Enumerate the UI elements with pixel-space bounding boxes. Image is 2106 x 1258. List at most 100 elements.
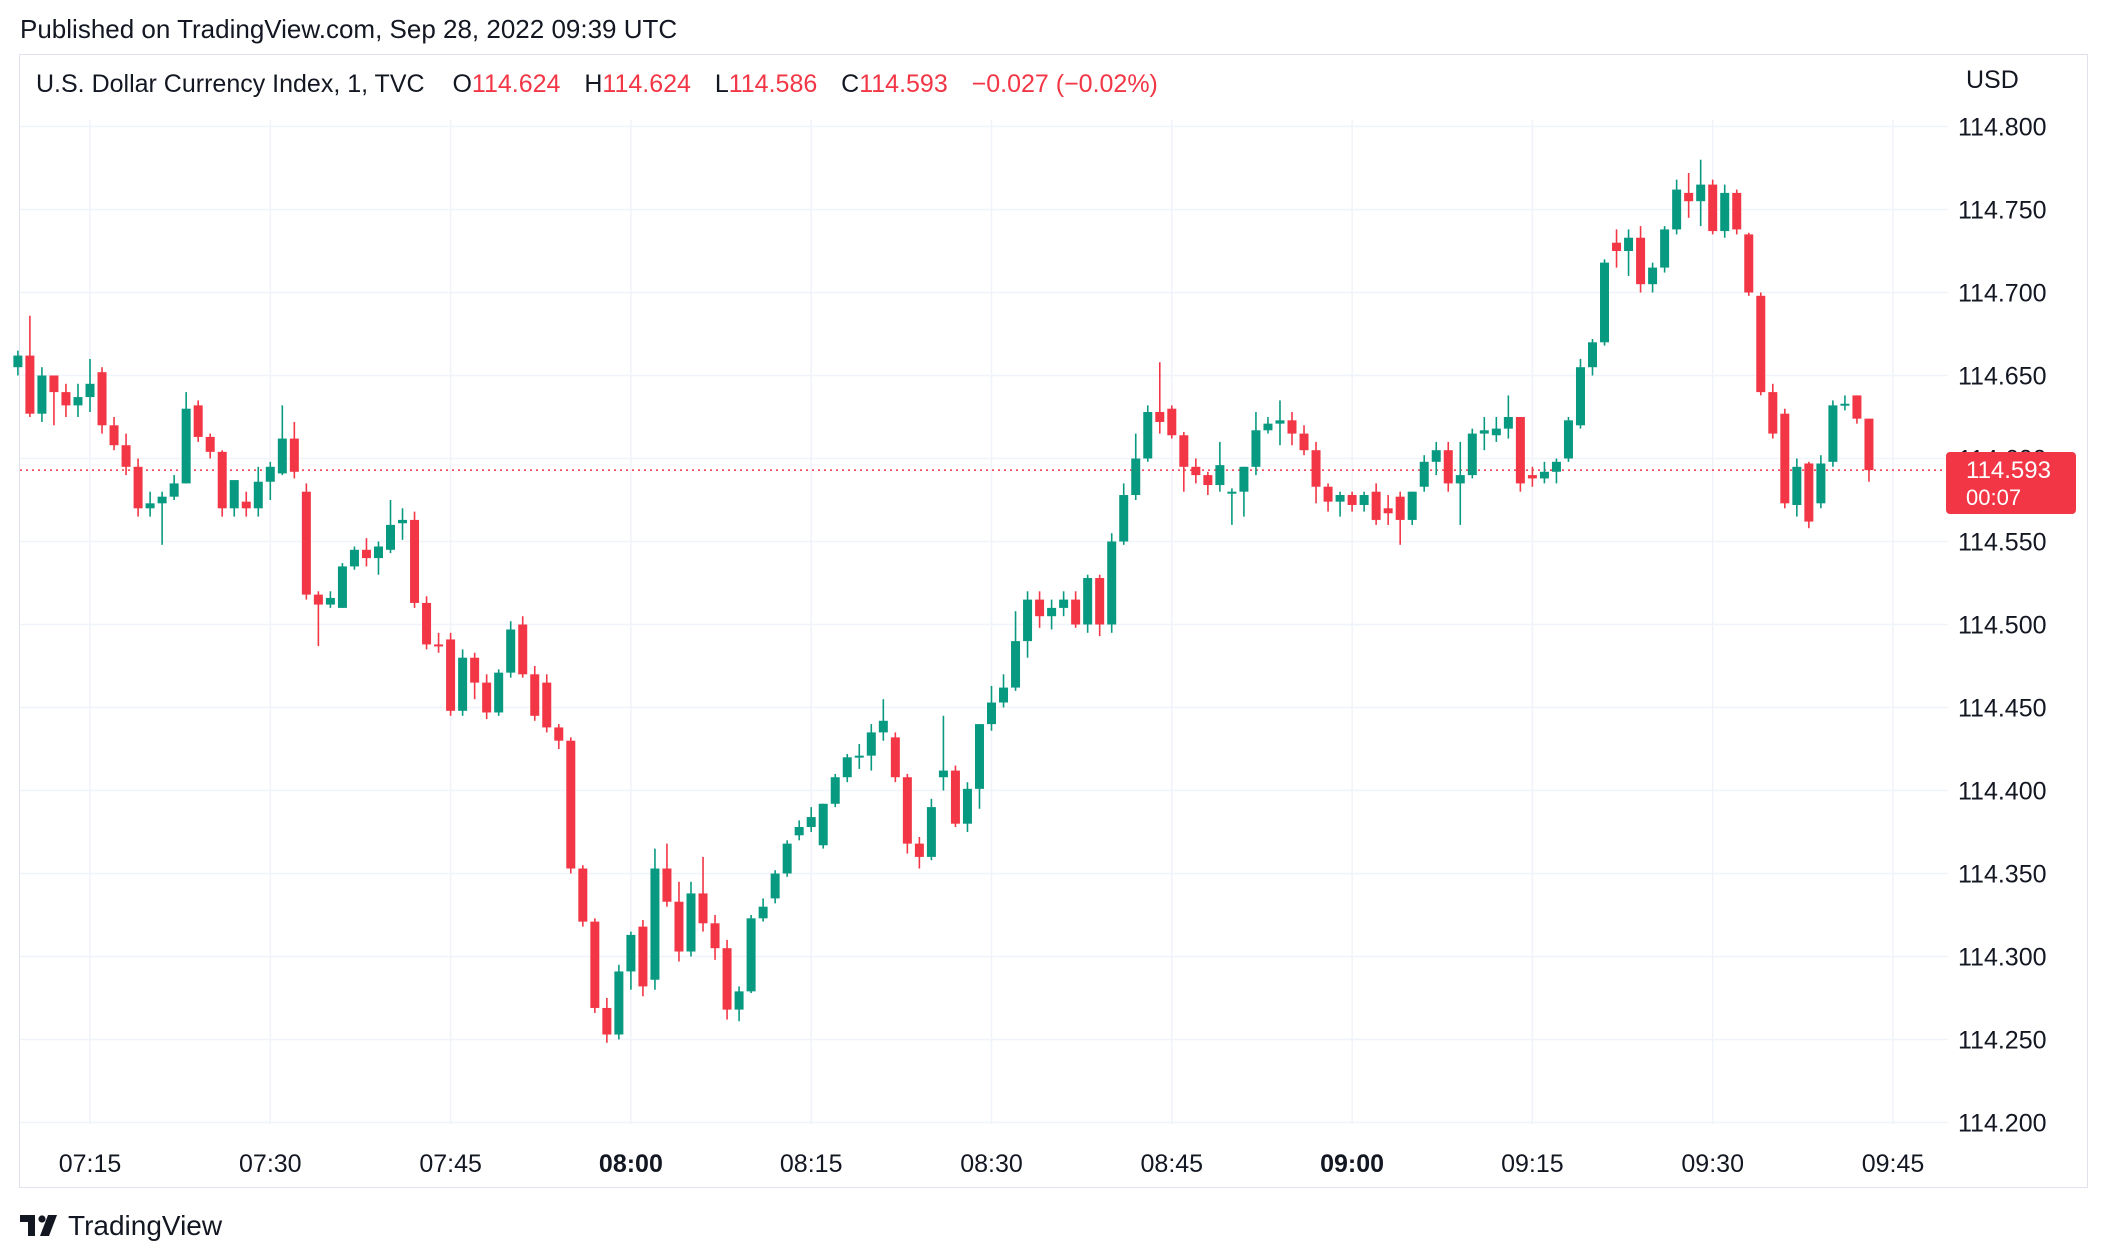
candle-up[interactable] [1047, 607, 1057, 617]
candle-up[interactable] [734, 991, 744, 1010]
candle-up[interactable] [770, 873, 780, 899]
candle-up[interactable] [758, 906, 768, 919]
candle-up[interactable] [999, 687, 1009, 703]
candle-up[interactable] [458, 657, 468, 711]
candle-down[interactable] [1443, 450, 1453, 484]
candle-up[interactable] [1083, 578, 1093, 625]
candle-up[interactable] [1239, 466, 1249, 492]
candle-down[interactable] [313, 594, 323, 605]
candle-up[interactable] [1275, 420, 1285, 424]
candle-up[interactable] [1816, 463, 1826, 504]
candle-up[interactable] [1479, 430, 1489, 434]
candle-up[interactable] [386, 524, 395, 550]
candle-down[interactable] [902, 777, 912, 844]
candle-down[interactable] [602, 1007, 612, 1035]
candle-down[interactable] [1371, 491, 1381, 520]
candle-up[interactable] [373, 546, 383, 559]
candle-up[interactable] [878, 720, 888, 733]
candle-up[interactable] [1107, 541, 1117, 625]
candle-down[interactable] [1515, 417, 1525, 484]
candle-down[interactable] [1780, 413, 1790, 504]
candle-up[interactable] [686, 893, 696, 952]
candle-down[interactable] [1155, 412, 1165, 422]
candle-down[interactable] [1311, 450, 1321, 487]
candle-up[interactable] [506, 629, 516, 673]
candle-up[interactable] [794, 827, 804, 836]
candle-up[interactable] [277, 438, 287, 474]
candle-up[interactable] [1335, 495, 1345, 502]
candle-up[interactable] [1828, 405, 1838, 462]
candle-up[interactable] [1251, 430, 1261, 467]
candle-down[interactable] [1708, 184, 1718, 232]
candle-up[interactable] [1696, 184, 1706, 202]
candle-down[interactable] [109, 425, 119, 446]
candle-down[interactable] [1756, 295, 1766, 393]
candle-up[interactable] [1672, 189, 1682, 230]
candle-down[interactable] [1035, 599, 1045, 617]
candle-up[interactable] [157, 496, 167, 504]
candle-down[interactable] [890, 737, 900, 778]
candle-up[interactable] [1023, 599, 1033, 642]
candle-up[interactable] [626, 934, 636, 972]
candle-down[interactable] [530, 674, 540, 716]
candle-down[interactable] [470, 657, 480, 683]
candle-down[interactable] [1287, 420, 1297, 434]
candle-down[interactable] [590, 921, 600, 1008]
candle-down[interactable] [241, 501, 251, 509]
candle-down[interactable] [914, 843, 924, 857]
candle-down[interactable] [1071, 599, 1081, 625]
candle-down[interactable] [1527, 475, 1537, 479]
candle-down[interactable] [1167, 408, 1177, 436]
candle-up[interactable] [974, 724, 984, 789]
candle-down[interactable] [1684, 192, 1694, 202]
candle-up[interactable] [1624, 237, 1634, 251]
candle-up[interactable] [1588, 342, 1597, 368]
candle-up[interactable] [1407, 491, 1417, 520]
candle-up[interactable] [1491, 428, 1501, 436]
candle-down[interactable] [1191, 466, 1201, 476]
candle-down[interactable] [25, 355, 35, 414]
candle-up[interactable] [1059, 599, 1069, 608]
candle-up[interactable] [854, 755, 864, 758]
candle-up[interactable] [830, 777, 840, 804]
candle-down[interactable] [1383, 508, 1393, 514]
candle-up[interactable] [1431, 450, 1441, 462]
candle-down[interactable] [1804, 463, 1814, 522]
candle-up[interactable] [806, 817, 816, 828]
candle-up[interactable] [253, 481, 263, 509]
candle-down[interactable] [133, 466, 143, 509]
candle-down[interactable] [566, 740, 576, 869]
candle-up[interactable] [866, 732, 876, 756]
candle-down[interactable] [434, 644, 444, 647]
candle-up[interactable] [650, 868, 660, 980]
candle-down[interactable] [49, 375, 59, 393]
candle-down[interactable] [217, 451, 227, 509]
candle-up[interactable] [1011, 641, 1021, 688]
candle-down[interactable] [662, 868, 672, 902]
candle-down[interactable] [482, 682, 492, 713]
candle-up[interactable] [1600, 262, 1610, 343]
candle-down[interactable] [674, 901, 684, 952]
candle-up[interactable] [349, 549, 359, 567]
candle-up[interactable] [398, 519, 408, 524]
candle-down[interactable] [1203, 475, 1213, 486]
candle-down[interactable] [1395, 496, 1405, 520]
candle-down[interactable] [554, 727, 564, 741]
candle-up[interactable] [37, 375, 47, 414]
candle-up[interactable] [938, 770, 948, 778]
candle-down[interactable] [1636, 237, 1646, 285]
candle-up[interactable] [818, 803, 828, 846]
candle-down[interactable] [698, 893, 708, 924]
candle-up[interactable] [1563, 420, 1573, 459]
candle-up[interactable] [265, 466, 275, 482]
candle-down[interactable] [1612, 242, 1622, 251]
candle-down[interactable] [193, 405, 203, 437]
candle-down[interactable] [361, 549, 371, 559]
candle-up[interactable] [325, 597, 335, 605]
candle-up[interactable] [1455, 475, 1465, 484]
candle-up[interactable] [842, 757, 852, 778]
candle-down[interactable] [422, 602, 432, 645]
candle-up[interactable] [494, 672, 504, 713]
candle-up[interactable] [1551, 461, 1561, 472]
candle-up[interactable] [1227, 491, 1237, 494]
